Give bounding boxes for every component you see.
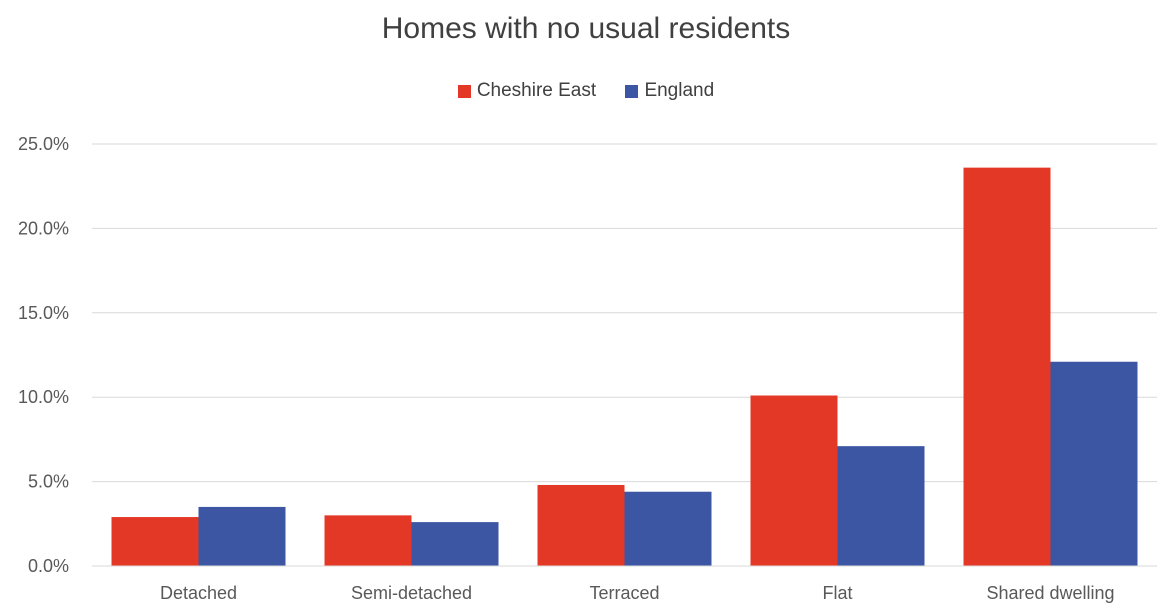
bar-cheshire-east bbox=[963, 167, 1051, 566]
legend-label-cheshire-east: Cheshire East bbox=[476, 80, 597, 101]
x-tick-label: Semi-detached bbox=[351, 583, 472, 603]
bar-cheshire-east bbox=[750, 395, 838, 566]
bar-cheshire-east bbox=[111, 517, 199, 566]
bar-england bbox=[198, 506, 286, 566]
legend-label-england: England bbox=[644, 80, 715, 101]
y-tick-label: 5.0% bbox=[28, 472, 69, 492]
y-tick-label: 0.0% bbox=[28, 556, 69, 576]
x-tick-label: Terraced bbox=[589, 583, 659, 603]
y-tick-label: 10.0% bbox=[18, 387, 69, 407]
legend-item-cheshire-east: Cheshire East bbox=[457, 80, 597, 102]
bar-england bbox=[624, 491, 712, 566]
bar-england bbox=[1050, 361, 1138, 566]
x-tick-label: Shared dwelling bbox=[986, 583, 1114, 603]
legend-swatch-england bbox=[625, 84, 639, 98]
legend-swatch-cheshire-east bbox=[457, 84, 471, 98]
y-tick-label: 20.0% bbox=[18, 218, 69, 238]
legend: Cheshire East England bbox=[0, 80, 1172, 104]
legend-item-england: England bbox=[625, 80, 714, 102]
bar-cheshire-east bbox=[537, 484, 625, 566]
y-tick-label: 25.0% bbox=[18, 134, 69, 154]
bar-england bbox=[411, 522, 499, 566]
x-tick-label: Detached bbox=[160, 583, 237, 603]
bar-england bbox=[837, 446, 925, 566]
bar-cheshire-east bbox=[324, 515, 412, 566]
y-tick-label: 15.0% bbox=[18, 303, 69, 323]
chart-title: Homes with no usual residents bbox=[381, 12, 791, 45]
x-tick-label: Flat bbox=[822, 583, 852, 603]
